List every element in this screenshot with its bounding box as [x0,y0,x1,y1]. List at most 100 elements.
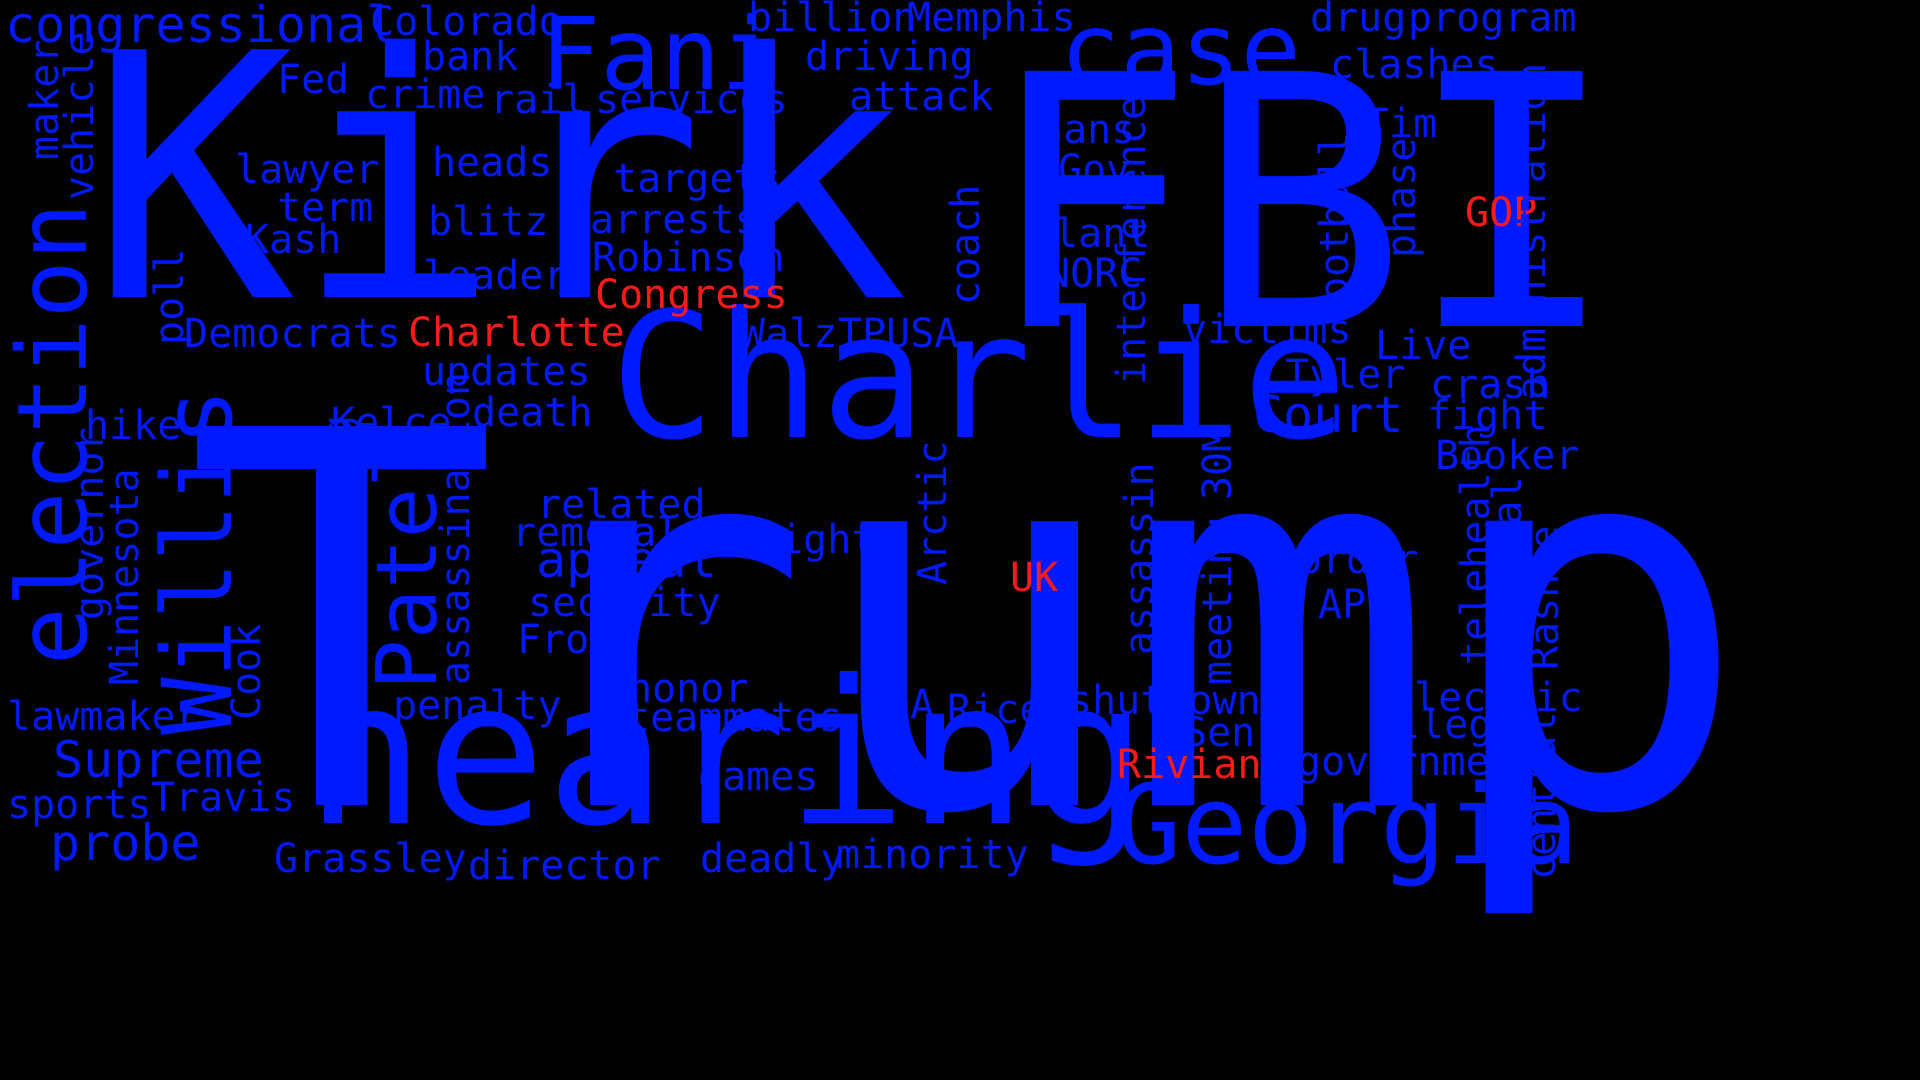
word-drug: drug [1310,0,1407,41]
word-teammates: teammates [626,695,843,741]
word-blitz: blitz [428,199,549,245]
word-kash: Kash [245,217,342,263]
word-congressional: congressional [5,0,397,54]
word-term: term [277,185,374,231]
word-assassination: assassination [433,371,479,685]
word-clashes: clashes [1330,42,1499,88]
word-charlotte: Charlotte [408,310,625,356]
word-lawmaker: lawmaker [7,694,200,740]
word-bank: bank [422,34,519,80]
word-crash: crash [1430,362,1551,408]
word-crime: crime [365,72,486,118]
word-gov: Gov [1058,147,1131,193]
word-hearing: hearing [305,638,1148,871]
word-penalty: penalty [393,683,562,729]
word-probe: probe [50,814,201,872]
word-case: case [1060,0,1301,108]
word-cook: Cook [224,623,270,720]
word-tyler: Tyler [1285,352,1406,398]
word-assassin: assassin [1117,462,1163,655]
word-charlie: Charlie [610,276,1348,479]
word-supreme: Supreme [53,731,264,789]
word-rice: Rice [947,687,1044,733]
word-updates: updates [422,349,591,395]
word-heads: heads [432,140,553,186]
word-court: Court [1253,386,1404,444]
word-fbi: FBI [985,1,1618,409]
word-plant: plant [1030,211,1151,257]
word-booker: Booker [1435,433,1580,479]
word-phase: phase [1379,137,1425,258]
word-honor: honor [628,666,749,712]
word-removal: removal [512,510,681,556]
word-coach: coach [943,184,989,305]
word-norc: NORC [1046,251,1143,297]
word-central: central [1519,711,1565,880]
word-tpusa: TPUSA [838,311,959,357]
word-rashee: Rashee [1522,525,1568,671]
word-congress: Congress [595,272,788,318]
word-program: program [1408,0,1577,41]
word-uk: UK [1010,555,1059,601]
word-driving: driving [805,34,974,80]
word-fda: FDA [862,682,935,728]
word-security: security [528,580,721,626]
word-trump: Trump [185,322,1751,928]
word-attack: attack [849,74,994,120]
word-targets: targets [613,156,782,202]
word-fani: Fani [540,0,781,113]
word-director: director [468,843,661,889]
word-walz: Walz [741,311,838,357]
word-related: related [537,482,706,528]
word-interference: interference [1109,96,1155,385]
word-leader: leader [423,253,568,299]
word-rivian: Rivian [1117,742,1262,788]
word-hike: hike [85,403,182,449]
word-memphis: Memphis [907,0,1076,41]
word-live: Live [1375,323,1472,369]
word-sports: sports [7,782,152,828]
word-robinson: Robinson [592,235,785,281]
word-services: services [595,77,788,123]
word-billion: billion [748,0,917,41]
word-meeting: meeting [1195,516,1241,685]
word-ap: AP [1318,582,1367,628]
word-light: light [755,517,876,563]
word-shutdown: shutdown [1068,678,1261,724]
word-government: government [1297,739,1538,785]
word-fight: fight [1427,393,1548,439]
word-appeal: appeal [536,531,717,589]
word-administration: administration [1509,62,1555,400]
word-advertising: advertising [315,415,361,680]
word-victims: victims [1183,307,1352,353]
word-colorado: Colorado [370,0,563,45]
word-minority: minority [836,832,1029,878]
word-fans: fans [1039,107,1136,153]
word-grassley: Grassley [274,836,467,882]
word-arrests: arrests [590,197,759,243]
word-frost: Frost [517,617,638,663]
word-georgia: Georgia [1115,761,1579,889]
word-vehicle: vehicle [57,31,103,200]
word-tim: Tim [1365,101,1438,147]
word-democrats: Democrats [184,311,401,357]
word-deadly: deadly [700,836,845,882]
word-rail: rail [490,77,587,123]
word-gop: GOP [1465,190,1538,236]
word-arctic: Arctic [910,440,956,586]
word-30m: 30M [1195,427,1241,500]
word-fed: Fed [277,57,350,103]
word-order: order [1298,537,1419,583]
word-sen: Sen [1183,710,1256,756]
word-lawyer: lawyer [235,147,380,193]
word-death: death [472,390,593,436]
word-minnesota: Minnesota [102,468,148,685]
word-travis: Travis [151,775,296,821]
word-alleged: alleged [1372,702,1541,748]
word-games: games [698,754,819,800]
word-electric: electric [1390,675,1583,721]
word-kelce: Kelce [331,400,452,446]
word-kirk: Kirk [90,0,909,378]
word-football: football [1312,132,1358,325]
